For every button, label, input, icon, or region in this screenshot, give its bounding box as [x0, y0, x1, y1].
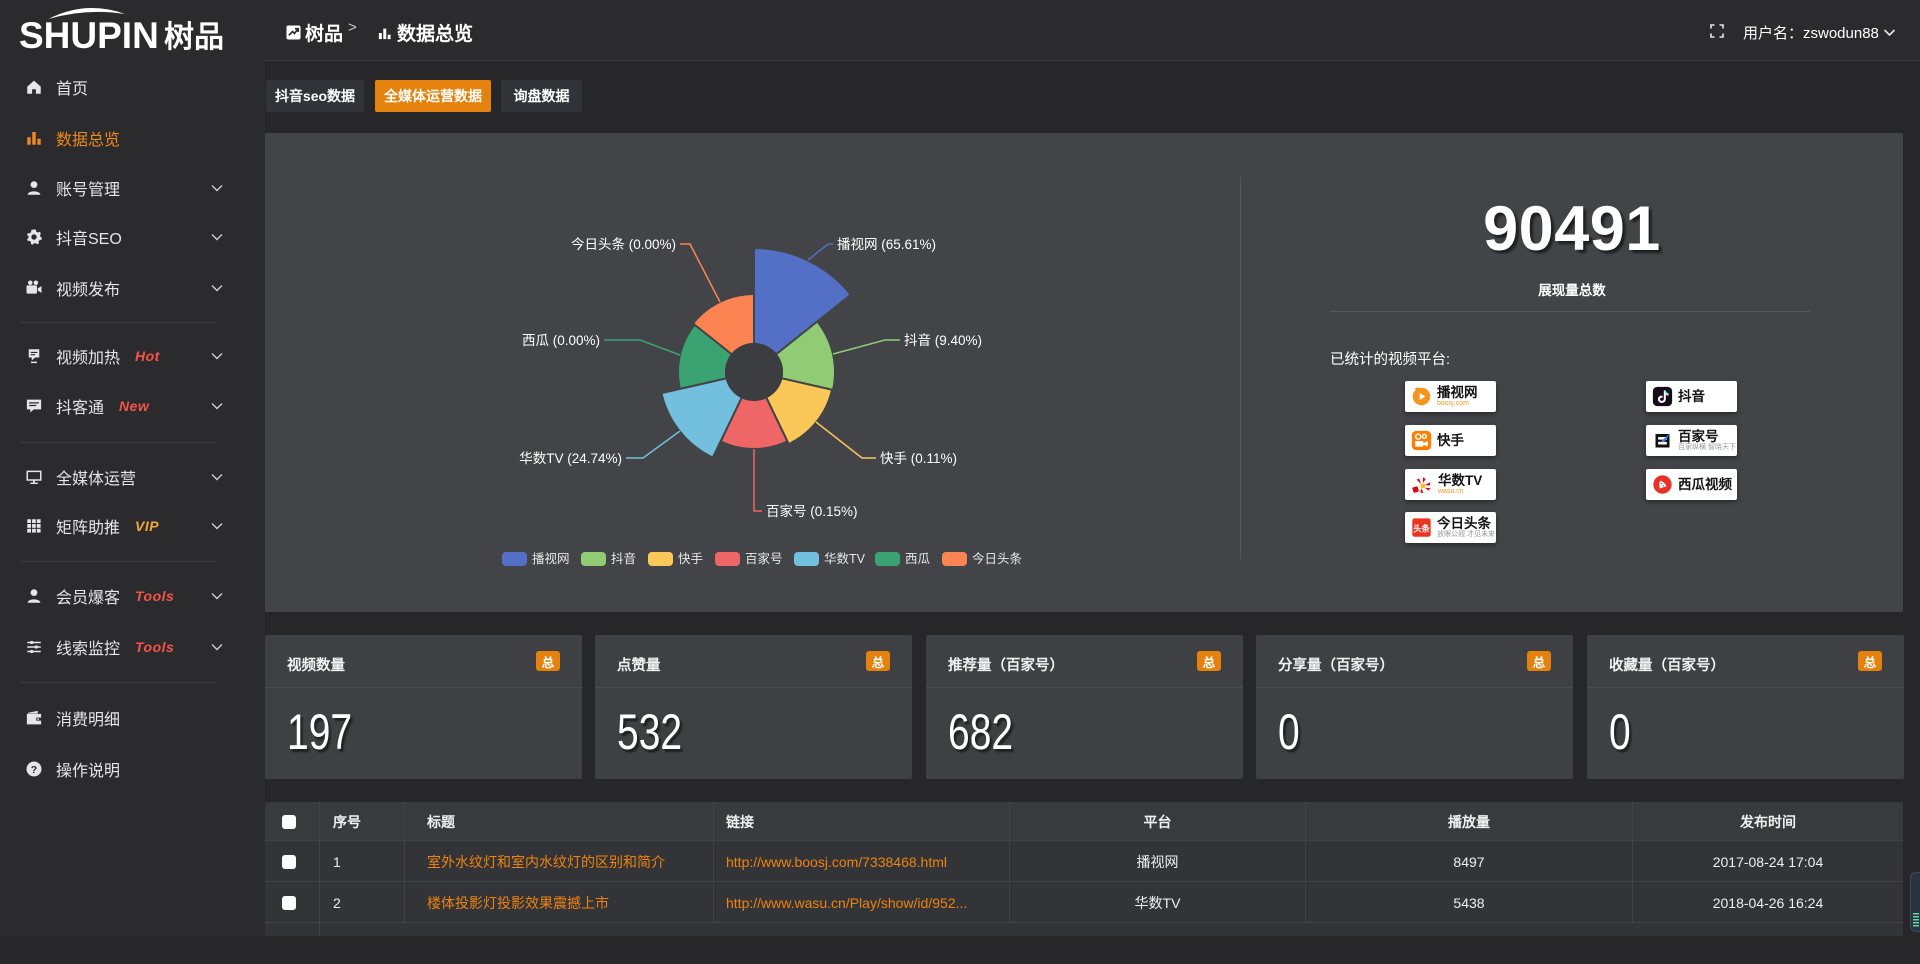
svg-text:快手 (0.11%): 快手 (0.11%) — [880, 451, 957, 466]
svg-text:抖音: 抖音 — [611, 551, 636, 566]
svg-text:百家号: 百家号 — [745, 551, 783, 566]
svg-text:头条: 头条 — [1413, 523, 1430, 533]
svg-text:今日头条 (0.00%): 今日头条 (0.00%) — [571, 236, 676, 252]
svg-text:?: ? — [30, 764, 36, 776]
svg-text:今日头条: 今日头条 — [972, 551, 1023, 566]
svg-text:百家号 (0.15%): 百家号 (0.15%) — [766, 503, 858, 519]
svg-text:SHUPIN: SHUPIN — [19, 15, 159, 54]
svg-text:快手: 快手 — [678, 552, 703, 566]
svg-text:西瓜: 西瓜 — [905, 552, 931, 566]
svg-text:播视网 (65.61%): 播视网 (65.61%) — [837, 237, 936, 252]
svg-text:华数TV (24.74%): 华数TV (24.74%) — [519, 451, 622, 466]
svg-text:华数TV: 华数TV — [824, 551, 866, 566]
svg-text:抖音 (9.40%): 抖音 (9.40%) — [904, 332, 982, 348]
svg-text:树品: 树品 — [164, 21, 224, 54]
svg-text:播视网: 播视网 — [532, 551, 570, 566]
svg-text:西瓜 (0.00%): 西瓜 (0.00%) — [522, 333, 600, 348]
